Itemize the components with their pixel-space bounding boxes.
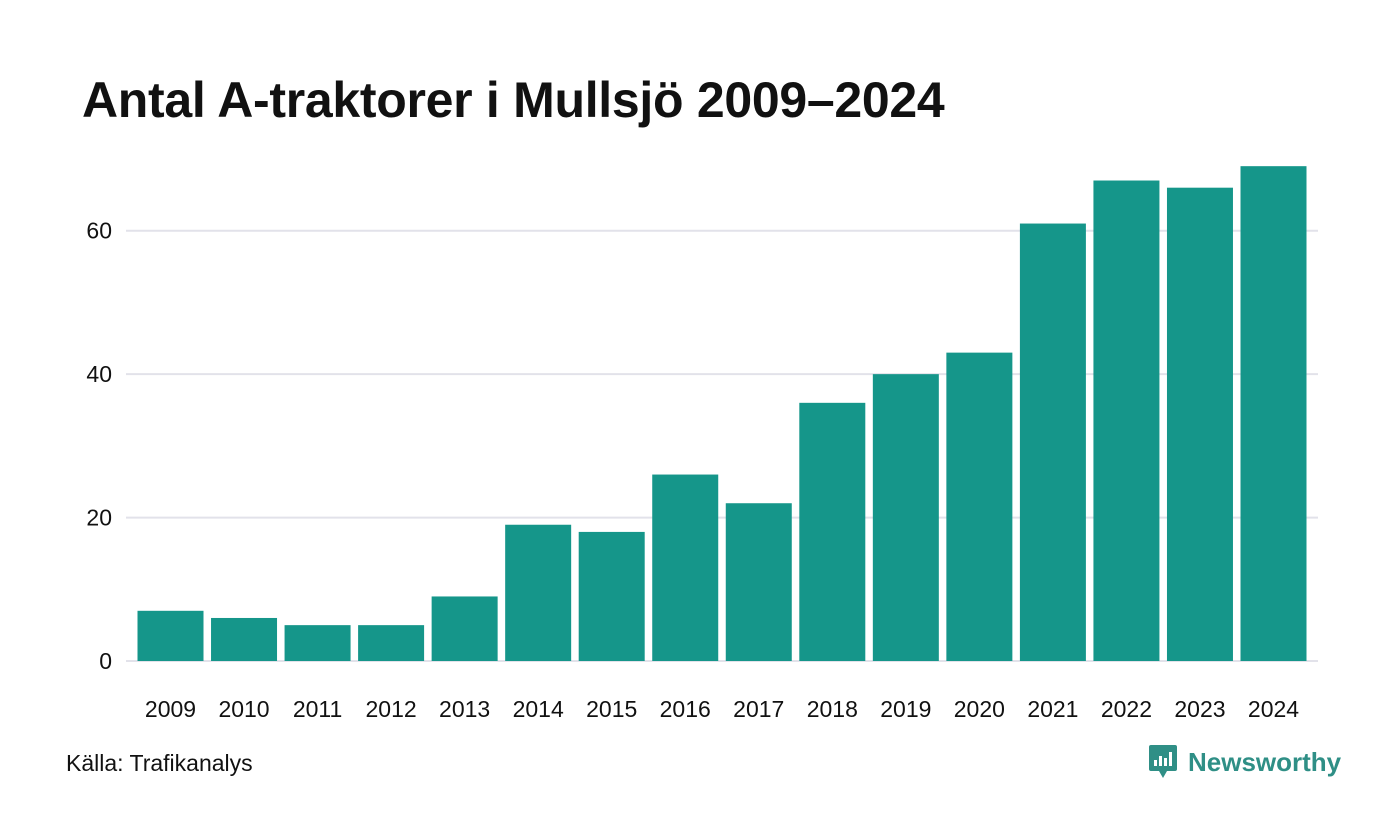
bar-2019[interactable] [872, 374, 939, 661]
x-tick-label: 2019 [880, 696, 931, 722]
bar-2009[interactable] [137, 610, 204, 661]
x-tick-label: 2010 [218, 696, 269, 722]
y-tick-label: 40 [86, 361, 112, 387]
x-tick-label: 2009 [145, 696, 196, 722]
bar-2024[interactable] [1240, 166, 1307, 661]
bar-2018[interactable] [799, 402, 866, 661]
bar-2012[interactable] [358, 625, 425, 661]
brand-logo[interactable]: Newsworthy [1148, 744, 1341, 780]
bar-2017[interactable] [725, 503, 792, 661]
x-tick-label: 2012 [366, 696, 417, 722]
x-tick-label: 2011 [293, 696, 342, 722]
y-tick-label: 60 [86, 218, 112, 244]
x-tick-label: 2015 [586, 696, 637, 722]
x-tick-label: 2020 [954, 696, 1005, 722]
y-tick-label: 0 [99, 648, 112, 674]
newsworthy-logo-icon [1149, 745, 1177, 778]
x-tick-label: 2014 [513, 696, 564, 722]
x-tick-label: 2013 [439, 696, 490, 722]
brand-name: Newsworthy [1188, 746, 1342, 777]
x-tick-label: 2021 [1027, 696, 1078, 722]
bar-2010[interactable] [211, 617, 278, 661]
bar-chart: 0 20 40 60 2009 2010 2011 2012 2013 2014 2015 2016 2… [86, 166, 1318, 722]
bar-2014[interactable] [505, 524, 572, 661]
source-note: Källa: Trafikanalys [66, 750, 253, 776]
bar-2021[interactable] [1019, 223, 1086, 662]
x-tick-label: 2024 [1248, 696, 1299, 722]
x-tick-label: 2016 [660, 696, 711, 722]
y-tick-label: 20 [86, 505, 112, 531]
x-tick-label: 2022 [1101, 696, 1152, 722]
bar-2016[interactable] [652, 474, 719, 661]
bar-2011[interactable] [284, 625, 351, 661]
bar-2015[interactable] [578, 531, 645, 661]
x-tick-label: 2017 [733, 696, 784, 722]
x-tick-label: 2018 [807, 696, 858, 722]
chart-title: Antal A-traktorer i Mullsjö 2009–2024 [82, 72, 945, 128]
bar-2023[interactable] [1166, 187, 1233, 661]
x-tick-label: 2023 [1174, 696, 1225, 722]
bar-2020[interactable] [946, 352, 1013, 661]
bar-2013[interactable] [431, 596, 498, 661]
bar-2022[interactable] [1093, 180, 1160, 661]
